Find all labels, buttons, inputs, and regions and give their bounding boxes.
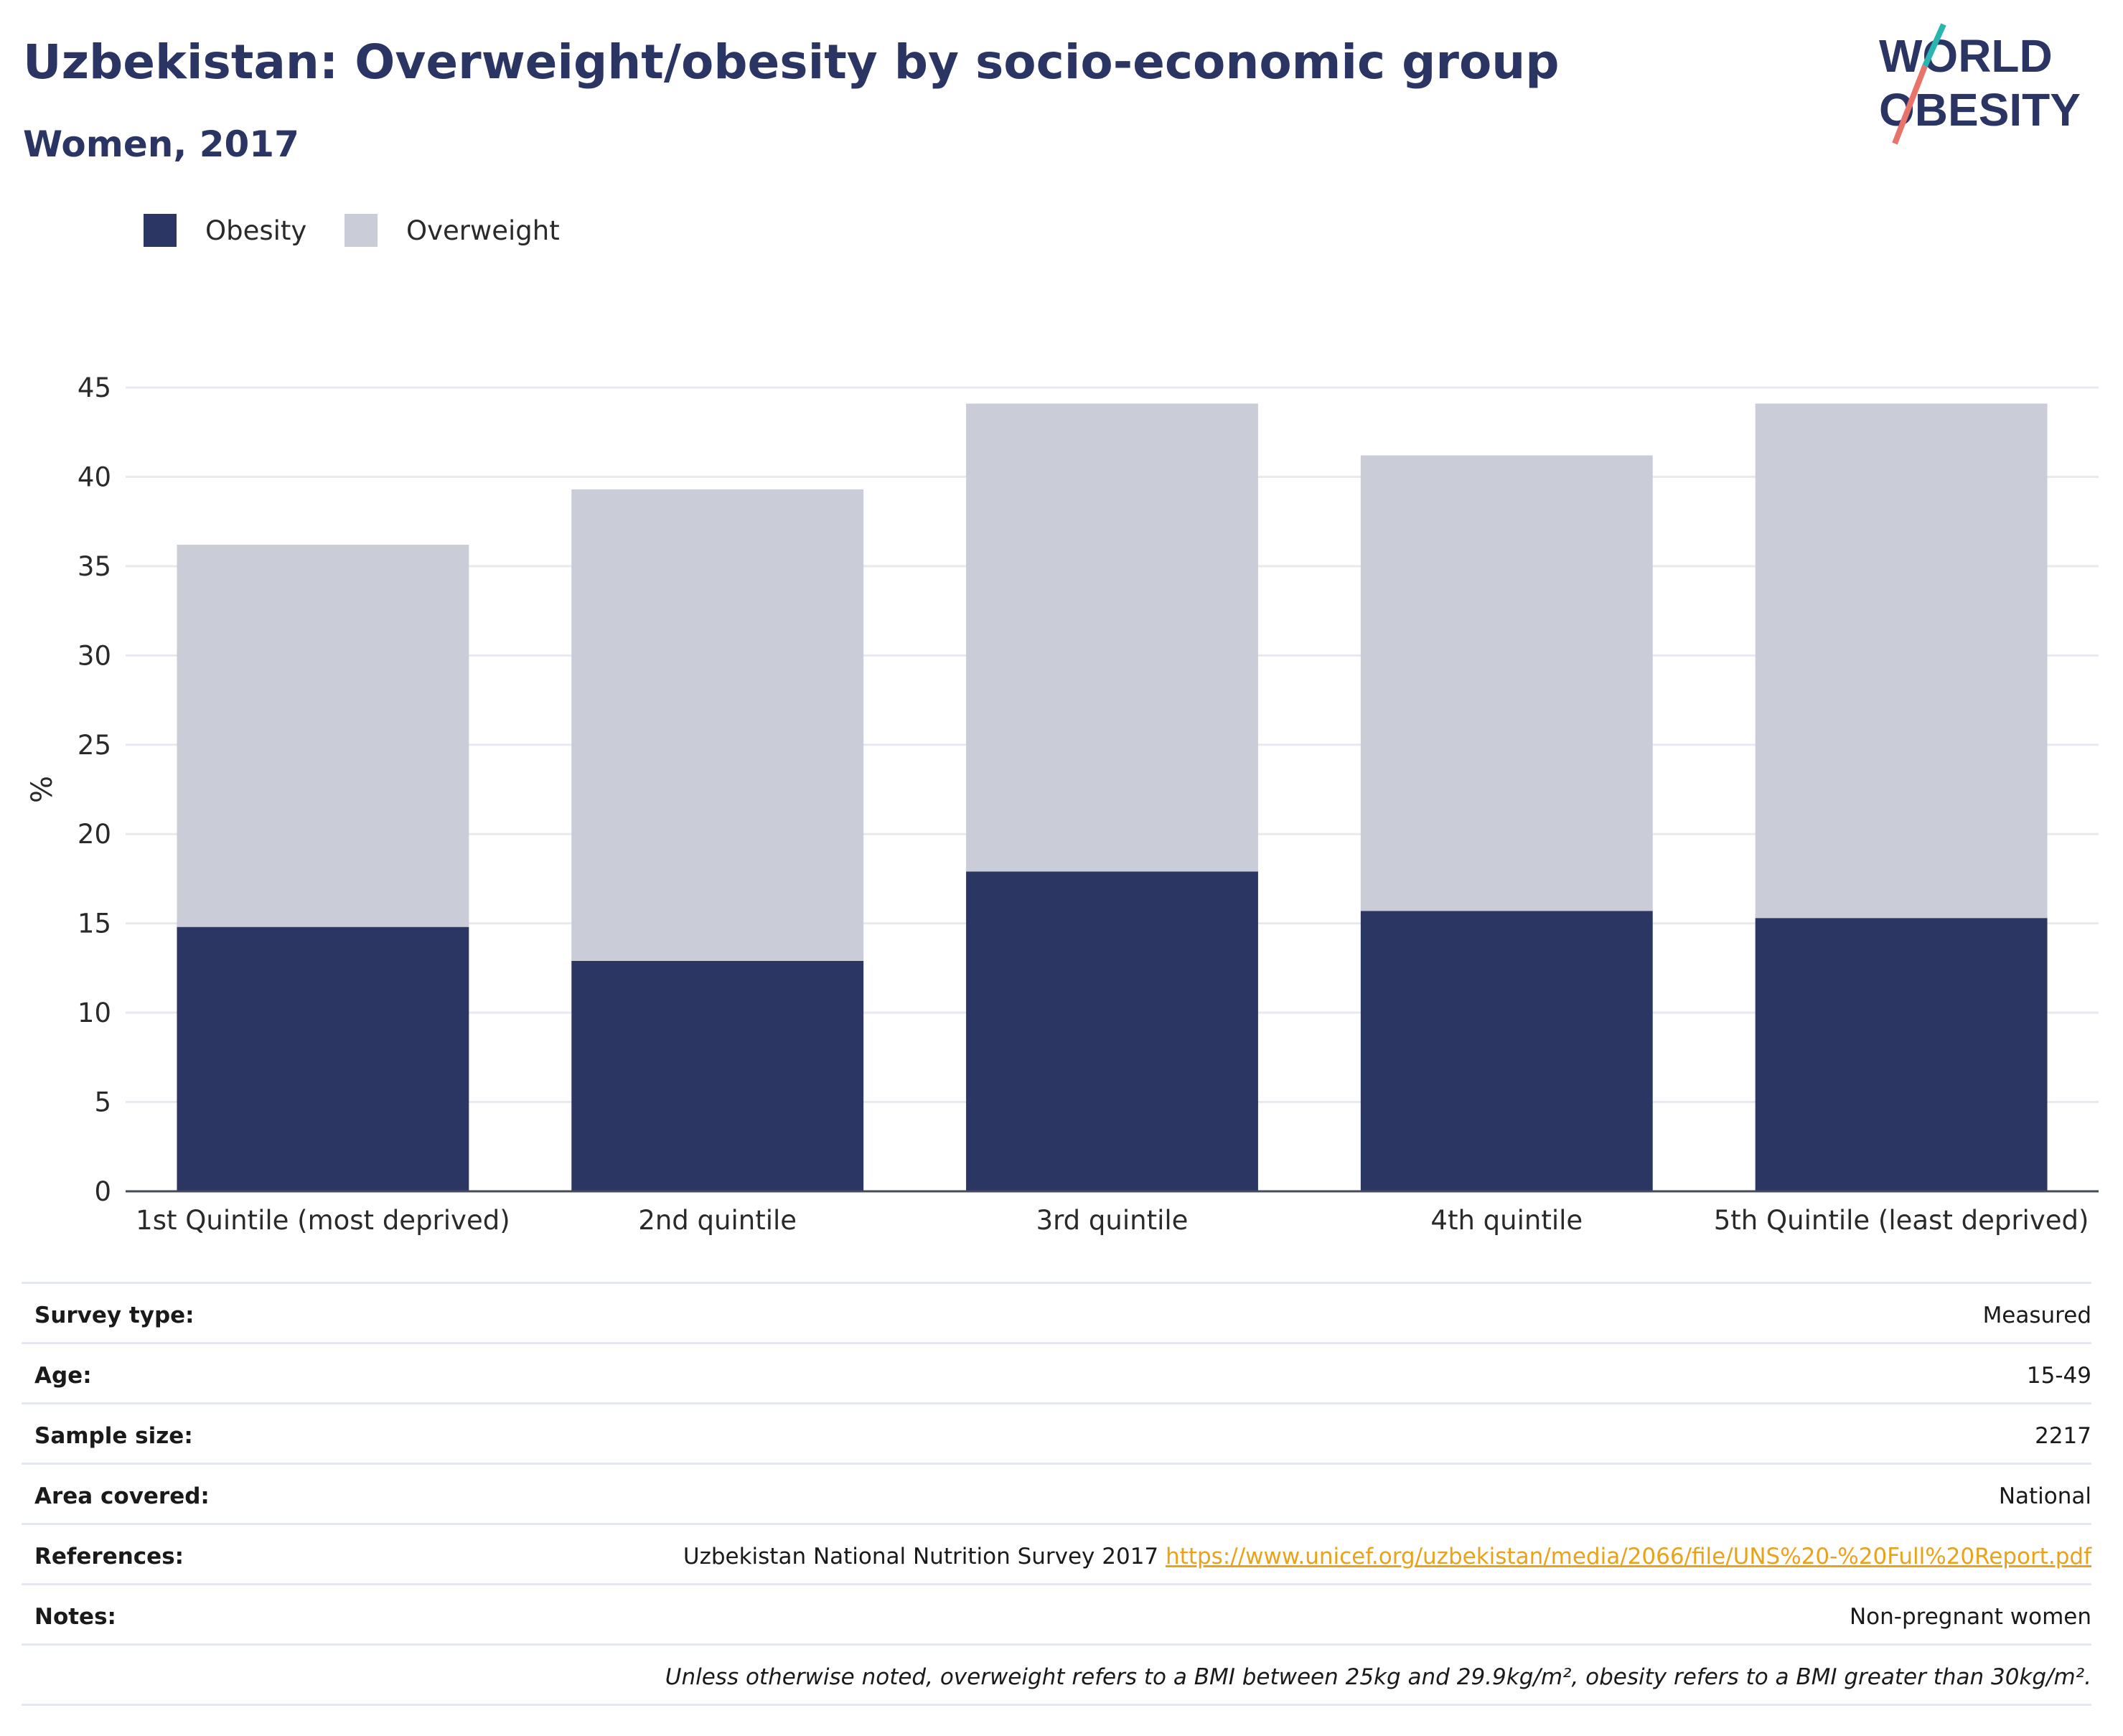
- axes: 0 5 10 15 20 25 30 35 40 45 1st Quintile (most dep…: [26, 372, 2099, 1236]
- stacked-bar-chart: 0 5 10 15 20 25 30 35 40 45 1st Quintile (most dep…: [26, 372, 2099, 1236]
- info-row-sample-size: Sample size: 2217: [22, 1402, 2091, 1463]
- x-tick-label: 2nd quintile: [638, 1205, 797, 1236]
- chart-title: Uzbekistan: Overweight/obesity by socio-…: [23, 34, 1560, 90]
- info-value: Non-pregnant women: [1849, 1604, 2091, 1630]
- y-tick-label: 20: [78, 819, 111, 850]
- bar-overweight-4[interactable]: [1360, 455, 1653, 911]
- bar-overweight-3[interactable]: [966, 403, 1258, 872]
- bar-obesity-5[interactable]: [1755, 918, 2048, 1191]
- info-row-area-covered: Area covered: National: [22, 1463, 2091, 1523]
- bars: [177, 403, 2048, 1191]
- svg-text:WORLD: WORLD: [1879, 30, 2053, 82]
- chart-subtitle: Women, 2017: [23, 123, 299, 165]
- legend-swatch-overweight: [345, 214, 378, 247]
- info-key: References:: [34, 1544, 184, 1570]
- info-table: Survey type: Measured Age: 15-49 Sample …: [22, 1282, 2091, 1706]
- bar-overweight-5[interactable]: [1755, 403, 2048, 919]
- info-value: Measured: [1982, 1303, 2091, 1328]
- info-row-notes: Notes: Non-pregnant women: [22, 1583, 2091, 1643]
- info-key: Notes:: [34, 1604, 116, 1630]
- bar-obesity-4[interactable]: [1360, 911, 1653, 1191]
- reference-title: Uzbekistan National Nutrition Survey 201…: [683, 1544, 1159, 1570]
- legend-item-overweight[interactable]: Overweight: [345, 212, 560, 248]
- info-value: 15-49: [2026, 1363, 2091, 1389]
- footnote: Unless otherwise noted, overweight refer…: [665, 1664, 2091, 1690]
- legend-label-obesity: Obesity: [205, 215, 307, 246]
- info-key: Age:: [34, 1363, 92, 1389]
- y-tick-label: 5: [94, 1087, 111, 1118]
- x-tick-label: 5th Quintile (least deprived): [1714, 1205, 2089, 1236]
- y-tick-label: 40: [78, 461, 111, 492]
- info-value: 2217: [2035, 1423, 2091, 1449]
- info-key: Sample size:: [34, 1423, 193, 1449]
- legend-swatch-obesity: [144, 214, 177, 247]
- y-tick-label: 45: [78, 372, 111, 403]
- y-tick-label: 10: [78, 998, 111, 1028]
- bar-obesity-3[interactable]: [966, 871, 1258, 1191]
- legend-label-overweight: Overweight: [406, 215, 560, 246]
- x-tick-label: 4th quintile: [1430, 1205, 1583, 1236]
- footnote-row: Unless otherwise noted, overweight refer…: [22, 1643, 2091, 1706]
- world-obesity-logo: WORLD OBESITY: [1879, 23, 2081, 145]
- bar-obesity-2[interactable]: [571, 960, 864, 1191]
- y-tick-label: 0: [94, 1176, 111, 1207]
- bar-overweight-1[interactable]: [177, 545, 469, 927]
- bar-obesity-1[interactable]: [177, 926, 469, 1191]
- info-row-survey-type: Survey type: Measured: [22, 1282, 2091, 1342]
- info-row-age: Age: 15-49: [22, 1342, 2091, 1402]
- y-tick-label: 30: [78, 640, 111, 671]
- y-tick-label: 35: [78, 551, 111, 582]
- x-tick-label: 1st Quintile (most deprived): [136, 1205, 510, 1236]
- legend-item-obesity[interactable]: Obesity: [144, 212, 306, 248]
- info-key: Survey type:: [34, 1303, 195, 1328]
- y-axis-label: %: [26, 776, 59, 803]
- info-value: National: [1998, 1483, 2091, 1509]
- y-tick-label: 15: [78, 909, 111, 939]
- info-row-references: References: Uzbekistan National Nutritio…: [22, 1523, 2091, 1583]
- info-key: Area covered:: [34, 1483, 210, 1509]
- x-tick-label: 3rd quintile: [1036, 1205, 1189, 1236]
- info-value: Uzbekistan National Nutrition Survey 201…: [683, 1544, 2091, 1570]
- reference-link[interactable]: https://www.unicef.org/uzbekistan/media/…: [1166, 1544, 2091, 1570]
- bar-overweight-2[interactable]: [571, 489, 864, 961]
- y-tick-label: 25: [78, 730, 111, 761]
